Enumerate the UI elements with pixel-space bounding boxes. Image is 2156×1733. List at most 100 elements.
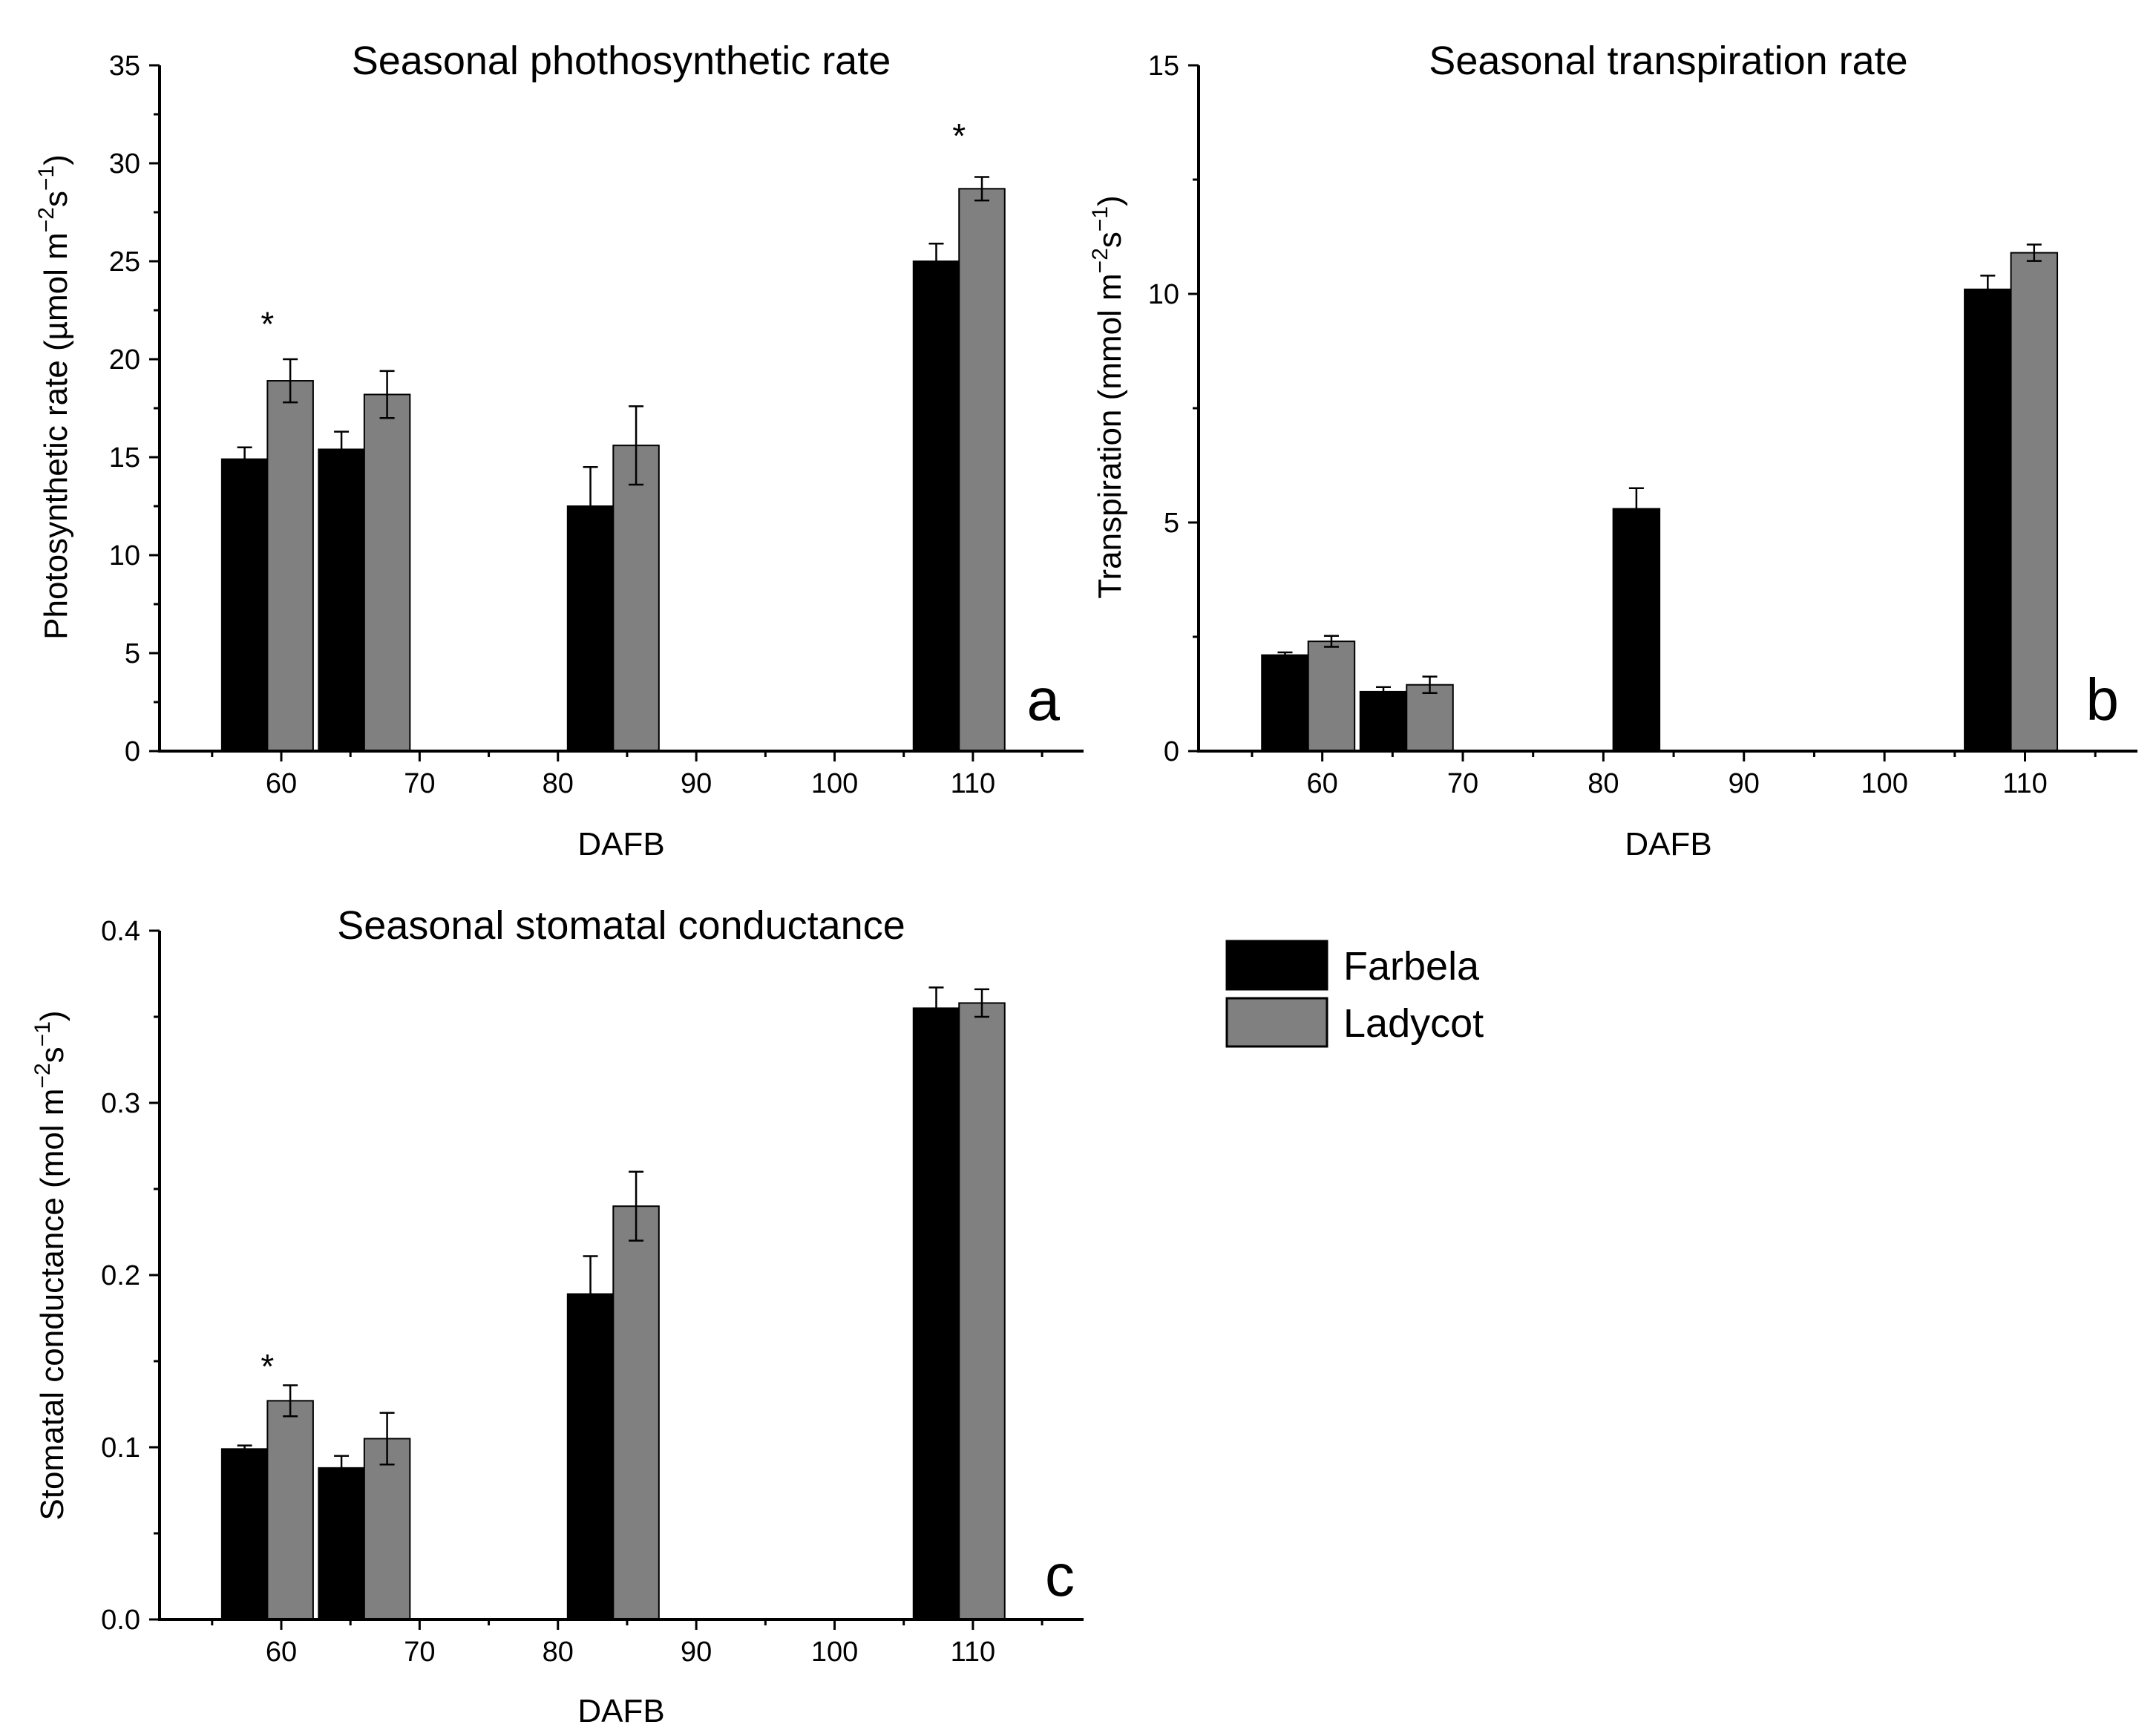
panel-a-letter: a <box>1027 666 1061 733</box>
panel-c-bar-farbela-0 <box>220 1448 269 1620</box>
panel-b-title: Seasonal transpiration rate <box>1429 39 1907 83</box>
panel-a-bar-ladycot-0 <box>266 380 314 752</box>
panel-a-errorbar-farbela-0 <box>237 446 252 472</box>
panel-c-bar-farbela-1 <box>318 1467 365 1620</box>
panel-c-xtick-label-5: 110 <box>951 1637 996 1668</box>
panel-a-bar-ladycot-1 <box>363 393 411 753</box>
panel-c-title: Seasonal stomatal conductance <box>337 903 905 948</box>
panel-c-ylabel-sup2: −1 <box>30 1021 55 1046</box>
panel-b-xtick-label-1: 70 <box>1447 768 1478 799</box>
panel-a-bar-farbela-3 <box>912 261 960 752</box>
panel-b-bar-ladycot-3 <box>2010 252 2059 752</box>
panel-c-bar-ladycot-1 <box>363 1438 411 1621</box>
panel-c-bar-farbela-3 <box>912 1007 960 1620</box>
panel-a-ytick-label-4: 20 <box>109 344 140 376</box>
panel-b-ylabel-mid: s <box>1092 232 1128 248</box>
panel-c-xtick-label-4: 100 <box>811 1637 858 1668</box>
panel-a-title: Seasonal phothosynthetic rate <box>352 39 891 83</box>
panel-a-ytick-label-7: 35 <box>109 50 140 82</box>
panel-a-xtick-label-5: 110 <box>951 768 996 799</box>
panel-c-ylabel-end: ) <box>34 1010 71 1021</box>
panel-c-xtick-label-1: 70 <box>404 1637 435 1668</box>
panel-b-ylabel-end: ) <box>1092 195 1128 206</box>
panel-b-errorbar-farbela-3 <box>1980 275 1996 304</box>
panel-c-xtick-label-3: 90 <box>681 1637 712 1668</box>
panel-c-errorbar-ladycot-1 <box>379 1412 395 1466</box>
panel-b-xlabel: DAFB <box>1625 826 1711 862</box>
panel-c-bar-farbela-2 <box>566 1293 615 1621</box>
legend-swatch-ladycot <box>1225 997 1328 1048</box>
panel-b-errorbar-ladycot-1 <box>1422 675 1438 695</box>
panel-a-ylabel: Photosynthetic rate (µmol m−2s−1) <box>34 154 74 640</box>
panel-a-photosynthetic-rate: Seasonal phothosynthetic rate DAFB Photo… <box>34 39 1084 862</box>
panel-b-bar-farbela-0 <box>1261 654 1309 753</box>
panel-a-ylabel-main: Photosynthetic rate (µmol m <box>38 232 74 640</box>
panel-c-errorbar-farbela-3 <box>928 986 944 1030</box>
panel-c-ytick-label-1: 0.1 <box>101 1432 140 1464</box>
panel-a-significance-0: * <box>261 304 274 343</box>
panel-a-bar-farbela-2 <box>566 505 615 752</box>
panel-a-xlabel: DAFB <box>577 826 664 862</box>
panel-b-letter: b <box>2086 666 2120 733</box>
panel-c-stomatal-conductance: Seasonal stomatal conductance DAFB Stoma… <box>30 903 1084 1729</box>
panel-b-ylabel-main: Transpiration (mmol m <box>1092 273 1128 598</box>
panel-a-errorbar-ladycot-1 <box>379 370 395 419</box>
panel-c-ytick-label-2: 0.2 <box>101 1260 140 1291</box>
panel-a-bar-ladycot-3 <box>958 188 1006 752</box>
panel-b-bar-farbela-3 <box>1964 288 2012 752</box>
panel-c-ylabel-mid: s <box>34 1046 71 1063</box>
panel-b-ytick-label-2: 10 <box>1148 279 1179 310</box>
panel-c-errorbar-ladycot-2 <box>629 1170 644 1242</box>
panel-b-bar-ladycot-1 <box>1406 684 1454 752</box>
panel-a-xtick-label-1: 70 <box>404 768 435 799</box>
panel-b-xtick-label-5: 110 <box>2002 768 2048 799</box>
panel-b-errorbar-farbela-1 <box>1376 686 1392 698</box>
panel-b-xtick-label-3: 90 <box>1729 768 1760 799</box>
panel-a-xtick-label-4: 100 <box>811 768 858 799</box>
panel-c-bar-ladycot-2 <box>612 1205 660 1620</box>
panel-b-errorbar-ladycot-3 <box>2026 243 2042 262</box>
panel-c-xtick-label-0: 60 <box>266 1637 297 1668</box>
panel-b-transpiration-rate: Seasonal transpiration rate DAFB Transpi… <box>1088 39 2137 862</box>
panel-c-ytick-label-4: 0.4 <box>101 916 140 947</box>
panel-b-ylabel-sup1: −2 <box>1088 248 1113 273</box>
panel-a-errorbar-ladycot-2 <box>629 405 644 486</box>
panel-c-letter: c <box>1045 1542 1075 1608</box>
panel-b-xtick-label-2: 80 <box>1587 768 1619 799</box>
panel-a-xtick-label-0: 60 <box>266 768 297 799</box>
panel-a-errorbar-ladycot-3 <box>974 176 990 202</box>
panel-b-bar-ladycot-0 <box>1307 641 1356 752</box>
legend-swatch-farbela <box>1225 940 1328 991</box>
panel-c-bar-ladycot-0 <box>266 1400 314 1620</box>
panel-b-ytick-label-1: 5 <box>1164 508 1179 539</box>
panel-a-ytick-label-2: 10 <box>109 540 140 571</box>
panel-c-ytick-label-3: 0.3 <box>101 1088 140 1119</box>
panel-b-errorbar-farbela-0 <box>1277 651 1293 659</box>
panel-c-ylabel-main: Stomatal conductance (mol m <box>34 1089 71 1521</box>
panel-a-significance-3: * <box>952 117 966 155</box>
panel-c-xlabel: DAFB <box>577 1693 664 1729</box>
panel-c-significance-0: * <box>261 1347 274 1386</box>
panel-a-xtick-label-2: 80 <box>543 768 574 799</box>
panel-c-errorbar-farbela-0 <box>237 1444 252 1454</box>
panel-b-ytick-label-3: 15 <box>1148 50 1179 82</box>
panel-a-xtick-label-3: 90 <box>681 768 712 799</box>
panel-b-bar-farbela-2 <box>1612 508 1661 753</box>
panel-a-ytick-label-3: 15 <box>109 442 140 474</box>
panel-c-errorbar-ladycot-3 <box>974 988 990 1018</box>
panel-b-ylabel: Transpiration (mmol m−2s−1) <box>1088 195 1128 599</box>
panel-b-ylabel-sup2: −1 <box>1088 206 1113 232</box>
panel-c-ylabel: Stomatal conductance (mol m−2s−1) <box>30 1010 71 1520</box>
panel-a-ytick-label-0: 0 <box>125 736 140 767</box>
legend-label-farbela: Farbela <box>1343 944 1480 989</box>
panel-a-ylabel-end: ) <box>38 154 74 166</box>
panel-b-errorbar-farbela-2 <box>1628 487 1644 531</box>
panel-b-ytick-label-0: 0 <box>1164 736 1179 767</box>
panel-a-ylabel-sup2: −1 <box>34 166 59 191</box>
panel-b-xtick-label-0: 60 <box>1307 768 1338 799</box>
panel-c-bar-ladycot-3 <box>958 1002 1006 1620</box>
panel-b-bar-farbela-1 <box>1359 690 1408 752</box>
panel-b-xtick-label-4: 100 <box>1861 768 1907 799</box>
panel-a-ytick-label-5: 25 <box>109 246 140 278</box>
